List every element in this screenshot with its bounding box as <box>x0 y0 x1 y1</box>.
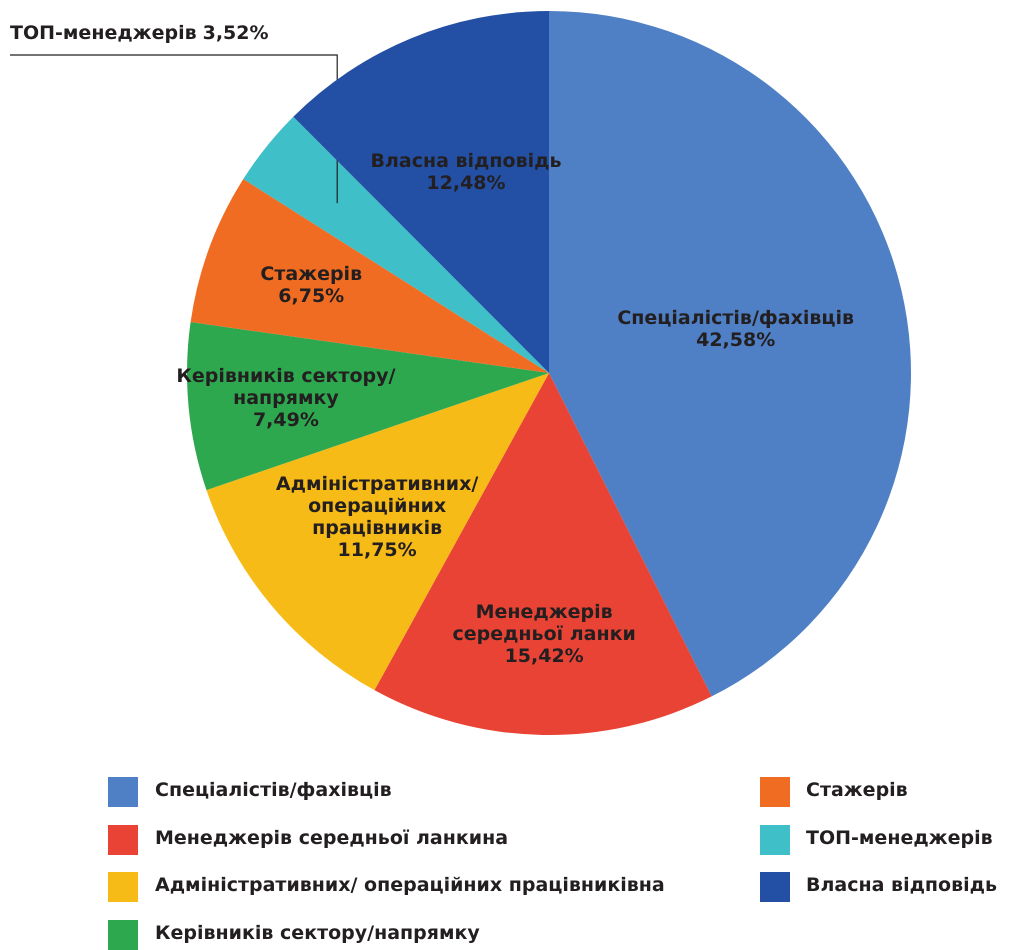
pie-slice <box>243 116 549 374</box>
slice-name: Власна відповідь <box>370 150 562 173</box>
legend-label: Керівників сектору/напрямку <box>155 922 480 944</box>
slice-value: 3,52% <box>202 22 269 44</box>
legend-label: Адміністративних/ операційних працівникі… <box>155 874 665 896</box>
legend-swatch <box>108 872 138 902</box>
pie-slice <box>190 179 550 373</box>
legend-swatch <box>108 920 138 950</box>
slice-name: Адміністративних/ операційних працівникі… <box>275 473 479 540</box>
pie-slice <box>549 11 912 697</box>
legend-label: Спеціалістів/фахівців <box>155 779 392 801</box>
slice-value: 12,48% <box>426 172 506 195</box>
outside-label: ТОП-менеджерів 3,52% <box>10 22 269 44</box>
slice-name: Менеджерів середньої ланки <box>452 600 636 645</box>
slice-name: Керівників сектору/ напрямку <box>176 364 396 409</box>
slice-label: Спеціалістів/фахівців 42,58% <box>601 307 871 351</box>
legend-swatch <box>760 777 790 807</box>
pie-slice <box>374 373 712 736</box>
legend-label: ТОП-менеджерів <box>806 827 993 849</box>
legend-swatch <box>760 825 790 855</box>
slice-value: 6,75% <box>278 285 345 308</box>
pie-slice <box>187 322 549 491</box>
pie-slice <box>293 11 549 373</box>
slice-value: 7,49% <box>252 408 319 431</box>
slice-name: Спеціалістів/фахівців <box>617 306 854 329</box>
legend-swatch <box>108 777 138 807</box>
slice-value: 42,58% <box>696 328 776 351</box>
pie-slice <box>206 373 549 691</box>
legend-label: Власна відповідь <box>806 874 998 896</box>
legend-swatch <box>760 872 790 902</box>
slice-label: Власна відповідь 12,48% <box>356 150 576 194</box>
slice-label: Стажерів 6,75% <box>241 263 381 307</box>
slice-label: Менеджерів середньої ланки 15,42% <box>444 601 644 667</box>
slice-label: Адміністративних/ операційних працівникі… <box>257 473 497 561</box>
legend-label: Стажерів <box>806 779 908 801</box>
slice-name: ТОП-менеджерів <box>10 22 197 44</box>
slice-value: 15,42% <box>504 644 584 667</box>
slice-value: 11,75% <box>337 539 417 562</box>
slice-name: Стажерів <box>260 263 363 286</box>
slice-label: Керівників сектору/ напрямку 7,49% <box>166 365 406 431</box>
legend-swatch <box>108 825 138 855</box>
legend-label: Менеджерів середньої ланкина <box>155 827 509 849</box>
